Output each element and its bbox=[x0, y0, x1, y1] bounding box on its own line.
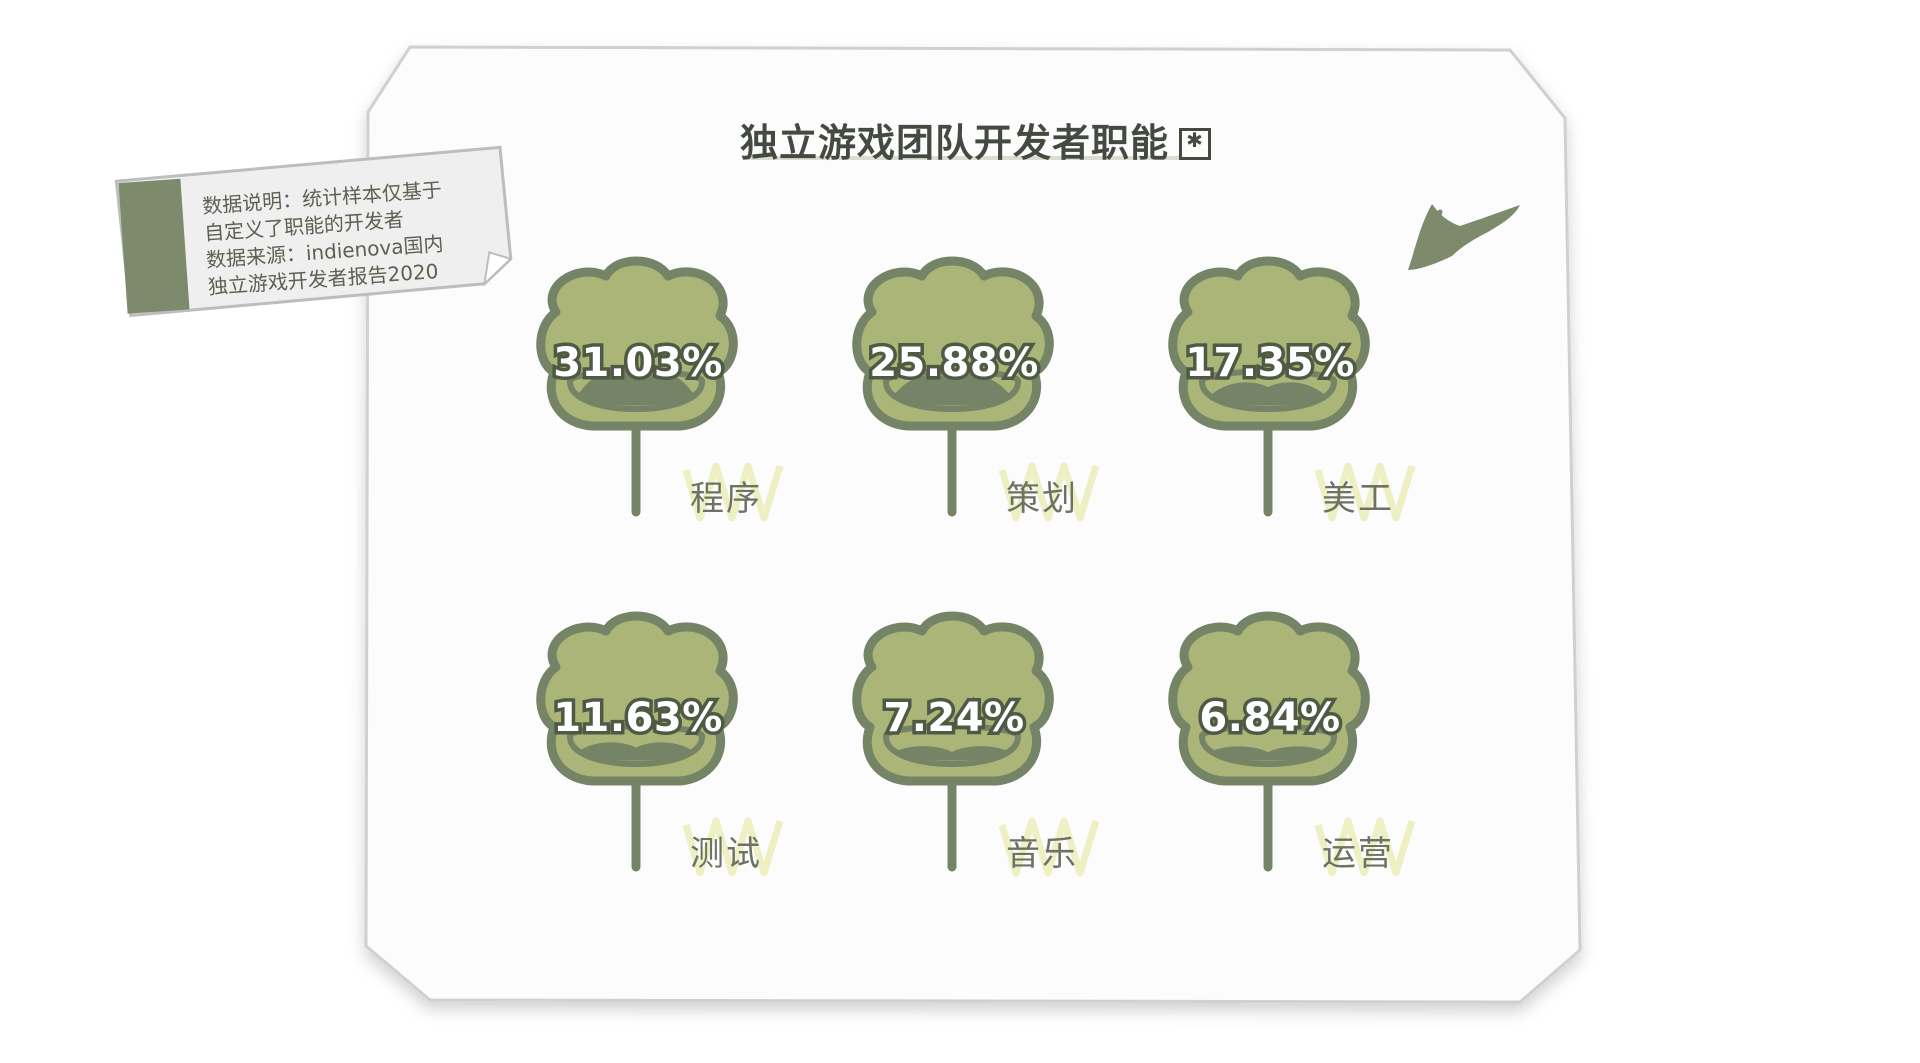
bubble bbox=[1168, 611, 1370, 786]
arrow-icon bbox=[1408, 204, 1520, 270]
data-label: 6.84% bbox=[1199, 695, 1340, 741]
scribble bbox=[1314, 462, 1416, 522]
data-label: 31.03% bbox=[553, 340, 723, 386]
value-fill bbox=[892, 374, 1012, 406]
value-fill bbox=[576, 369, 696, 406]
bubble bbox=[1168, 256, 1370, 431]
bubble bbox=[536, 611, 738, 786]
scribble bbox=[998, 817, 1100, 877]
data-label: 11.63% bbox=[553, 695, 723, 741]
data-label: 17.35% bbox=[1185, 340, 1355, 386]
value-fill bbox=[1208, 382, 1328, 406]
chart-marks: 31.03% 程序 25.88% 策划 17.35% 美工 11.63% 测试 7.24% 音乐 6… bbox=[536, 256, 1416, 877]
chart-title: 独立游戏团队开发者职能 bbox=[740, 112, 1240, 168]
category-label: 程序 bbox=[690, 479, 762, 519]
bubble bbox=[852, 611, 1054, 786]
tree-mark-3: 11.63% 测试 bbox=[536, 611, 784, 877]
category-label: 测试 bbox=[690, 834, 762, 874]
bowl bbox=[1198, 723, 1338, 767]
note-folded-corner bbox=[482, 251, 513, 287]
scribble bbox=[1314, 817, 1416, 877]
chart-title-text: 独立游戏团队开发者职能 bbox=[740, 121, 1170, 165]
bowl bbox=[882, 368, 1022, 412]
category-label: 策划 bbox=[1006, 479, 1078, 519]
data-label: 7.24% bbox=[883, 695, 1024, 741]
tree-mark-4: 7.24% 音乐 bbox=[852, 611, 1100, 877]
bowl bbox=[882, 723, 1022, 767]
data-label: 25.88% bbox=[869, 340, 1039, 386]
data-note: 数据说明：统计样本仅基于 自定义了职能的开发者 数据来源：indienova国内… bbox=[114, 145, 513, 318]
scribble bbox=[998, 462, 1100, 522]
category-label: 运营 bbox=[1322, 834, 1394, 874]
value-fill bbox=[892, 746, 1012, 761]
category-label: 美工 bbox=[1322, 479, 1394, 519]
bowl bbox=[566, 723, 706, 767]
tree-mark-0: 31.03% 程序 bbox=[536, 256, 784, 522]
tree-mark-2: 17.35% 美工 bbox=[1168, 256, 1416, 522]
tree-mark-1: 25.88% 策划 bbox=[852, 256, 1100, 522]
note-bar bbox=[118, 178, 190, 314]
asterisk-box-icon bbox=[1179, 128, 1212, 160]
bowl bbox=[1198, 368, 1338, 412]
scribble bbox=[682, 817, 784, 877]
value-fill bbox=[1208, 746, 1328, 761]
value-fill bbox=[576, 742, 696, 761]
scribble bbox=[682, 462, 784, 522]
tree-mark-5: 6.84% 运营 bbox=[1168, 611, 1416, 877]
bowl bbox=[566, 368, 706, 412]
category-label: 音乐 bbox=[1006, 834, 1078, 874]
